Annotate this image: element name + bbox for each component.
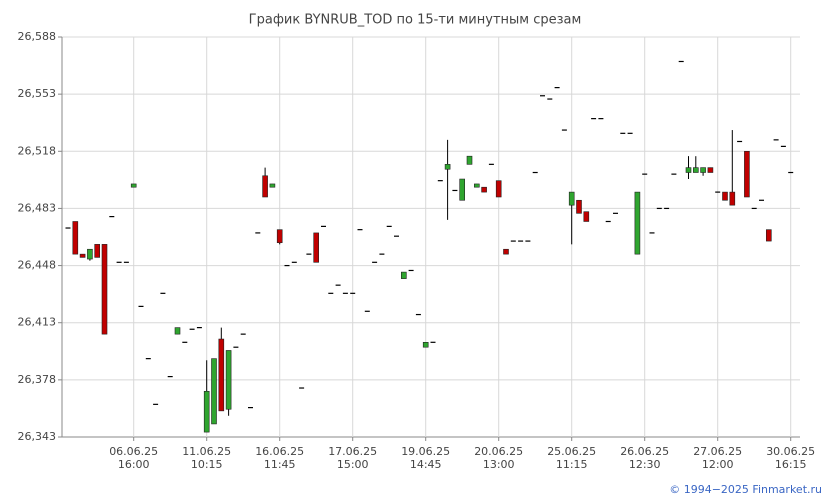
x-tick-label: 11.06.25 10:15 xyxy=(182,445,232,471)
y-tick-label: 26,553 xyxy=(18,87,57,100)
y-tick-label: 26,378 xyxy=(18,373,57,386)
candle-body xyxy=(422,342,429,348)
candle-body xyxy=(269,183,276,188)
candle-body xyxy=(87,248,93,260)
x-tick-label: 19.06.25 14:45 xyxy=(401,445,451,471)
y-tick-label: 26,448 xyxy=(18,259,57,272)
candle-body xyxy=(744,150,750,198)
x-tick-label: 06.06.25 16:00 xyxy=(109,445,159,471)
candle-body xyxy=(203,390,210,433)
y-tick-label: 26,483 xyxy=(18,201,57,214)
candle-body xyxy=(495,180,502,198)
x-tick-label: 26.06.25 12:30 xyxy=(620,445,670,471)
candle-body xyxy=(729,191,736,206)
x-tick-label: 25.06.25 11:15 xyxy=(547,445,597,471)
candle-body xyxy=(583,211,590,222)
x-tick-label: 30.06.25 16:15 xyxy=(766,445,816,471)
chart-title: График BYNRUB_TOD по 15-ти минутным срез… xyxy=(249,13,582,28)
candle-body xyxy=(722,191,728,201)
candle-body xyxy=(568,191,575,206)
candle-body xyxy=(400,271,407,279)
candle-body xyxy=(481,186,487,193)
candle-body xyxy=(466,155,473,165)
x-tick-label: 20.06.25 13:00 xyxy=(474,445,524,471)
candle-body xyxy=(444,164,451,170)
candle-body xyxy=(313,232,320,263)
x-tick-label: 16.06.25 11:45 xyxy=(255,445,305,471)
candle-body xyxy=(79,253,86,258)
candle-body xyxy=(276,229,283,244)
candle-body xyxy=(459,178,466,201)
x-tick-label: 17.06.25 15:00 xyxy=(328,445,378,471)
candle-body xyxy=(576,199,582,214)
candle-body xyxy=(218,338,225,412)
candle-body xyxy=(101,244,108,335)
candle-body xyxy=(225,350,232,410)
candle-body xyxy=(503,248,509,255)
y-tick-label: 26,413 xyxy=(18,316,57,329)
candle-body xyxy=(211,358,217,425)
candle-body xyxy=(685,167,692,173)
y-tick-label: 26,518 xyxy=(18,144,57,157)
candle-body xyxy=(262,175,268,198)
candle-body xyxy=(634,191,641,255)
y-tick-label: 26,588 xyxy=(18,30,57,43)
candle-body xyxy=(94,244,100,258)
candle-body xyxy=(72,221,79,255)
y-tick-label: 26,343 xyxy=(18,430,57,443)
x-tick-label: 27.06.25 12:00 xyxy=(693,445,743,471)
candle-body xyxy=(765,229,772,242)
footer: © 1994−2025 Finmarket.ru xyxy=(669,483,822,496)
candle-body xyxy=(692,167,699,173)
candle-body xyxy=(700,167,706,173)
candle-body xyxy=(707,167,714,173)
candle-body xyxy=(473,183,480,188)
candle-body xyxy=(174,327,181,335)
candle-body xyxy=(130,183,137,188)
